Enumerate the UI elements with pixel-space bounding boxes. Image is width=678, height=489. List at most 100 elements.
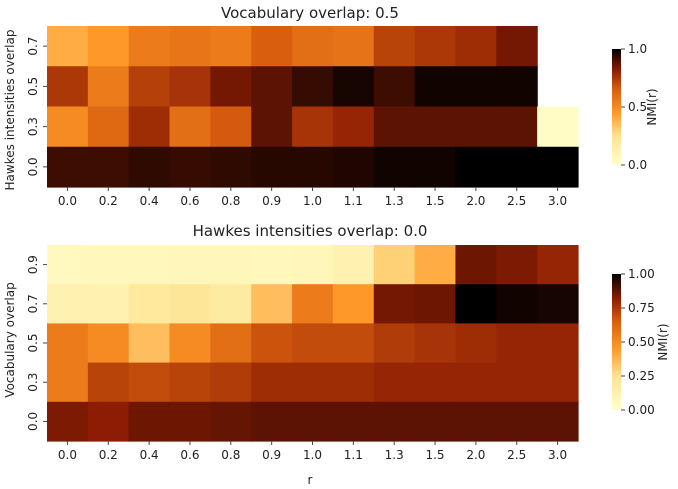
heatmap-cell [414, 323, 457, 364]
heatmap-cell [455, 26, 497, 67]
heatmap-cell [332, 284, 375, 324]
heatmap-cell [455, 66, 497, 108]
heatmap-cell [47, 146, 89, 188]
bottom-colorbar-gradient [612, 274, 621, 410]
heatmap-cell [128, 66, 171, 108]
heatmap-cell [292, 284, 334, 324]
heatmap-cell [373, 146, 416, 188]
heatmap-cell [455, 401, 497, 442]
heatmap-cell [251, 106, 293, 148]
heatmap-cell [128, 245, 171, 285]
heatmap-cell [87, 323, 130, 364]
y-tick-label: 0.3 [26, 373, 40, 392]
bottom-colorbar-ticks: 0.00 0.25 0.50 0.75 1.00 [621, 267, 655, 417]
colorbar-tick-label: 1.00 [628, 267, 655, 281]
heatmap-cell [210, 26, 252, 67]
y-tick-label: 0.5 [26, 333, 40, 352]
bottom-x-axis-label: r [308, 473, 313, 487]
x-tick-label: 1.3 [385, 448, 404, 462]
heatmap-cell [455, 106, 497, 148]
bottom-colorbar: 0.00 0.25 0.50 0.75 1.00 NMI(r) [612, 267, 670, 417]
heatmap-cell [210, 401, 252, 442]
y-tick-label: 0.0 [26, 412, 40, 431]
heatmap-cell [128, 106, 171, 148]
y-tick-label: 0.5 [26, 77, 40, 96]
x-tick-label: 2.5 [507, 448, 526, 462]
colorbar-tick-label: 0.5 [628, 100, 647, 114]
heatmap-cell [169, 362, 211, 403]
top-heatmap-panel: Vocabulary overlap: 0.5 0.0 0.2 0.4 0.6 0.8 0… [3, 4, 659, 208]
heatmap-cell [292, 401, 334, 442]
x-tick-label: 0.9 [262, 194, 281, 208]
heatmap-cell [332, 26, 375, 67]
heatmap-cell [251, 26, 293, 67]
heatmap-cell [496, 245, 538, 285]
heatmap-cell [455, 146, 497, 188]
heatmap-cell [87, 284, 130, 324]
colorbar-tick-label: 0.75 [628, 301, 655, 315]
x-tick-label: 1.5 [425, 194, 444, 208]
heatmap-cell [47, 323, 89, 364]
bottom-heatmap-panel: Hawkes intensities overlap: 0.0 0.0 0.2 0.… [3, 222, 670, 487]
x-tick-label: 3.0 [548, 194, 567, 208]
heatmap-cell [496, 401, 538, 442]
bottom-colorbar-label: NMI(r) [656, 323, 670, 360]
colorbar-tick-label: 0.0 [628, 158, 647, 172]
heatmap-cell [537, 323, 579, 364]
heatmap-cell [332, 66, 375, 108]
heatmap-cell [210, 66, 252, 108]
heatmap-cell [496, 362, 538, 403]
top-y-axis-label: Hawkes intensities overlap [3, 30, 17, 191]
heatmap-cell [210, 245, 252, 285]
heatmap-cell [47, 26, 89, 67]
heatmap-cell [373, 401, 416, 442]
y-tick-label: 0.7 [26, 294, 40, 313]
y-tick-label: 0.3 [26, 117, 40, 136]
x-tick-label: 3.0 [548, 448, 567, 462]
heatmap-cell [47, 284, 89, 324]
heatmap-cell [292, 66, 334, 108]
heatmap-cell [292, 146, 334, 188]
top-chart-title: Vocabulary overlap: 0.5 [221, 4, 399, 22]
heatmap-cell [373, 323, 416, 364]
colorbar-tick-label: 0.00 [628, 403, 655, 417]
heatmap-cell [251, 284, 293, 324]
y-tick-label: 0.9 [26, 255, 40, 274]
heatmap-cell [332, 146, 375, 188]
heatmap-cell [251, 362, 293, 403]
heatmap-cell [47, 362, 89, 403]
x-tick-label: 0.2 [99, 448, 118, 462]
heatmap-cell [332, 401, 375, 442]
x-tick-label: 1.0 [303, 194, 322, 208]
x-tick-label: 0.6 [180, 194, 199, 208]
heatmap-cell [496, 66, 538, 108]
heatmap-cell [210, 323, 252, 364]
heatmap-cell [169, 284, 211, 324]
heatmap-cell [414, 284, 457, 324]
heatmap-cell [455, 245, 497, 285]
heatmap-cell [537, 401, 579, 442]
heatmap-cell [169, 401, 211, 442]
x-tick-label: 1.5 [425, 448, 444, 462]
heatmap-cell [169, 66, 211, 108]
x-tick-label: 2.5 [507, 194, 526, 208]
heatmap-cell [332, 245, 375, 285]
heatmap-cell [414, 401, 457, 442]
heatmap-cell [373, 106, 416, 148]
x-tick-label: 0.4 [140, 194, 159, 208]
top-heatmap-cells [47, 26, 579, 188]
heatmap-cell [128, 401, 171, 442]
heatmap-cell [87, 106, 130, 148]
heatmap-cell [292, 106, 334, 148]
heatmap-cell [373, 362, 416, 403]
heatmap-cell [169, 245, 211, 285]
heatmap-cell [292, 362, 334, 403]
x-tick-label: 2.0 [466, 448, 485, 462]
x-tick-label: 0.0 [58, 194, 77, 208]
heatmap-cell [210, 284, 252, 324]
heatmap-cell [210, 146, 252, 188]
x-tick-label: 0.8 [221, 448, 240, 462]
heatmap-cell [47, 106, 89, 148]
top-colorbar-gradient [612, 49, 621, 165]
heatmap-cell [455, 323, 497, 364]
